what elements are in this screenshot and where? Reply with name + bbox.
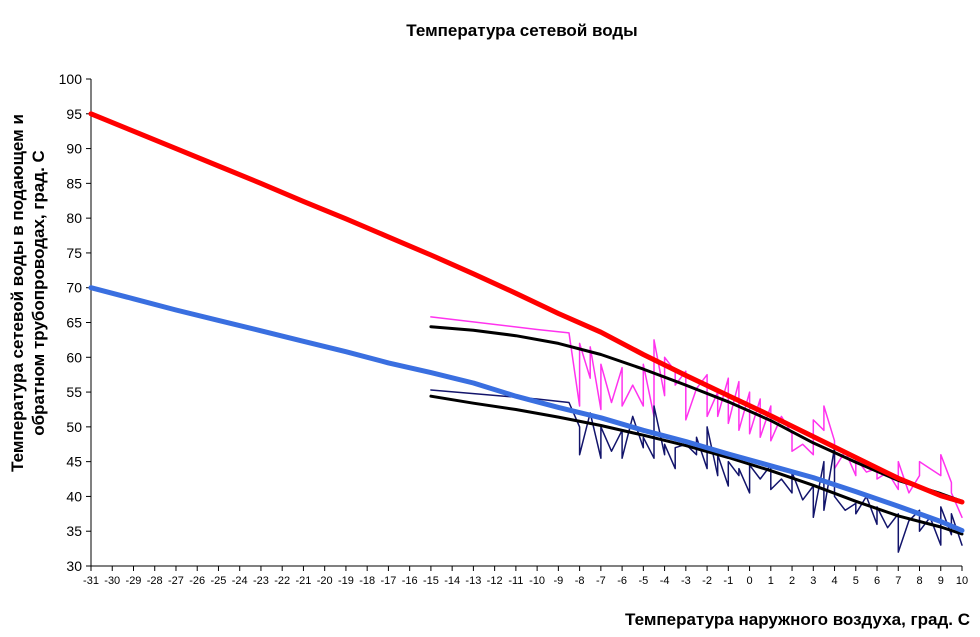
y-tick-label: 30 [66,558,82,574]
x-tick-label: -21 [295,575,311,587]
y-tick-label: 80 [66,210,82,226]
x-tick-label: -13 [465,575,481,587]
x-tick-label: -11 [508,575,523,587]
x-tick-label: -2 [702,575,712,587]
x-tick-label: -3 [681,575,691,587]
x-tick-label: -6 [617,575,627,587]
x-tick-label: 1 [768,575,774,587]
x-tick-label: -17 [380,575,396,587]
y-tick-label: 40 [66,488,82,504]
series-line-2 [88,285,965,533]
x-tick-label: -12 [487,575,503,587]
x-tick-label: -16 [402,575,418,587]
y-tick-label: 70 [66,280,82,296]
x-tick-label: -27 [168,575,184,587]
y-tick-label: 35 [66,523,82,539]
y-tick-label: 60 [66,349,82,365]
x-tick-label: 4 [831,575,837,587]
series-line-5 [430,316,963,519]
x-tick-label: -22 [274,575,290,587]
x-tick-label: -26 [189,575,205,587]
x-tick-label: 9 [938,575,944,587]
x-tick-label: -15 [423,575,439,587]
x-tick-label: -25 [211,575,227,587]
y-axis-title: Температура сетевой воды в подающем и об… [8,114,48,472]
chart-title: Температура сетевой воды [406,21,637,40]
x-tick-label: -30 [104,575,120,587]
y-tick-label: 55 [66,384,82,400]
x-tick-label: -10 [529,575,545,587]
x-tick-label: -14 [444,575,460,587]
series-line-1 [88,111,965,505]
series-line-3 [429,325,964,503]
x-tick-label: -9 [553,575,563,587]
y-tick-label: 100 [59,71,83,87]
y-tick-label: 50 [66,419,82,435]
y-tick-label: 95 [66,106,82,122]
x-tick-label: 0 [746,575,752,587]
x-tick-label: -29 [126,575,142,587]
x-tick-label: -5 [638,575,648,587]
x-tick-label: -8 [575,575,585,587]
y-axis-title-line-1: Температура сетевой воды в подающем и [8,114,27,472]
series-line-6 [430,389,963,553]
x-tick-label: 6 [874,575,880,587]
x-tick-label: -23 [253,575,269,587]
x-tick-label: -4 [660,575,670,587]
y-tick-label: 45 [66,454,82,470]
series-line-4 [429,394,964,536]
x-axis-title: Температура наружного воздуха, град. С [625,610,970,629]
x-tick-label: -7 [596,575,606,587]
x-tick-label: -28 [147,575,163,587]
y-tick-label: 85 [66,175,82,191]
y-axis-title-line-2: обратном трубопроводах, град. С [29,150,48,436]
x-tick-label: -19 [338,575,354,587]
x-tick-label: 8 [916,575,922,587]
x-tick-label: 2 [789,575,795,587]
x-tick-label: 3 [810,575,816,587]
x-tick-label: -20 [317,575,333,587]
x-tick-label: -1 [723,575,733,587]
x-tick-label: -24 [232,575,248,587]
x-tick-label: 5 [853,575,859,587]
y-tick-label: 90 [66,141,82,157]
x-tick-label: -31 [83,575,99,587]
x-tick-label: 10 [956,575,968,587]
y-tick-label: 65 [66,315,82,331]
x-tick-label: 7 [895,575,901,587]
x-tick-label: -18 [359,575,375,587]
y-tick-label: 75 [66,245,82,261]
